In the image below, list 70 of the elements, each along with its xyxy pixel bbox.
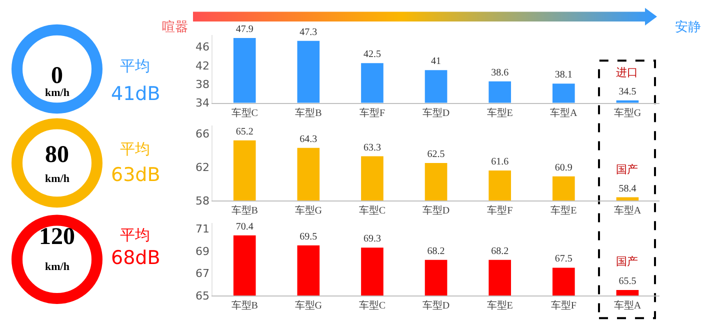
data-label: 47.3 <box>300 26 318 38</box>
text: 63dB <box>111 164 160 186</box>
text: km/h <box>45 87 70 99</box>
x-tick-label: 车型D <box>422 300 450 312</box>
x-tick-label: 车型C <box>231 106 258 119</box>
x-tick-label: 车型A <box>550 106 578 119</box>
text: km/h <box>45 261 70 273</box>
x-tick-label: 车型F <box>359 106 386 119</box>
y-tick-label: 67 <box>196 267 210 280</box>
text: km/h <box>45 173 70 185</box>
text: 80 <box>45 142 69 168</box>
y-tick-label: 34 <box>196 96 210 110</box>
data-label: 42.5 <box>363 49 381 60</box>
text: 安静 <box>675 19 701 35</box>
x-tick-label: 车型D <box>422 204 450 217</box>
data-label: 47.9 <box>236 24 254 36</box>
data-label: 68.2 <box>427 246 445 257</box>
annotation: 进口 <box>616 66 638 79</box>
x-tick-label: 车型D <box>422 106 450 119</box>
text: 平均 <box>120 57 150 75</box>
data-label: 58.4 <box>618 183 636 194</box>
y-tick-label: 69 <box>196 244 210 258</box>
x-tick-label: 车型E <box>550 204 577 217</box>
x-tick-label: 车型G <box>614 106 642 119</box>
annotation: 国产 <box>616 255 638 268</box>
x-tick-label: 车型E <box>486 106 513 119</box>
text: 平均 <box>120 140 150 158</box>
text: 喧嚣 <box>162 19 188 35</box>
x-tick-label: 车型E <box>486 300 513 312</box>
x-tick-label: 车型G <box>294 300 322 312</box>
text: 41dB <box>111 83 160 105</box>
text: 120 <box>39 224 75 250</box>
x-tick-label: 车型G <box>294 204 322 217</box>
text: 平均 <box>120 226 150 244</box>
data-label: 65.5 <box>618 276 636 287</box>
y-tick-label: 38 <box>196 78 210 91</box>
x-tick-label: 车型A <box>614 300 642 312</box>
data-label: 41 <box>431 56 442 68</box>
y-tick-label: 66 <box>196 127 210 140</box>
x-tick-label: 车型B <box>231 300 258 312</box>
annotation: 国产 <box>616 163 638 176</box>
data-label: 67.5 <box>554 254 572 265</box>
data-label: 34.5 <box>618 86 636 98</box>
data-label: 60.9 <box>554 162 572 174</box>
data-label: 38.6 <box>491 67 509 78</box>
text: 0 <box>51 63 63 89</box>
y-tick-label: 62 <box>196 160 210 174</box>
x-tick-label: 车型F <box>550 300 577 312</box>
x-tick-label: 车型C <box>358 300 386 312</box>
data-label: 63.3 <box>363 142 381 154</box>
y-tick-label: 58 <box>196 194 210 208</box>
data-label: 64.3 <box>300 134 318 145</box>
y-tick-label: 46 <box>196 40 210 54</box>
data-label: 68.2 <box>491 246 509 257</box>
y-tick-label: 42 <box>196 59 210 72</box>
data-label: 69.5 <box>300 231 318 242</box>
y-tick-label: 71 <box>196 222 210 236</box>
x-tick-label: 车型C <box>358 204 386 217</box>
data-label: 69.3 <box>363 234 381 245</box>
x-tick-label: 车型F <box>487 204 514 217</box>
data-label: 70.4 <box>236 221 254 232</box>
data-label: 61.6 <box>491 156 509 168</box>
x-tick-label: 车型A <box>614 204 642 217</box>
data-label: 65.2 <box>236 126 254 138</box>
data-label: 62.5 <box>427 148 445 160</box>
x-tick-label: 车型B <box>295 106 322 119</box>
data-label: 38.1 <box>554 70 572 81</box>
text: 68dB <box>111 247 160 269</box>
x-tick-label: 车型B <box>231 204 258 217</box>
y-tick-label: 65 <box>196 289 210 302</box>
